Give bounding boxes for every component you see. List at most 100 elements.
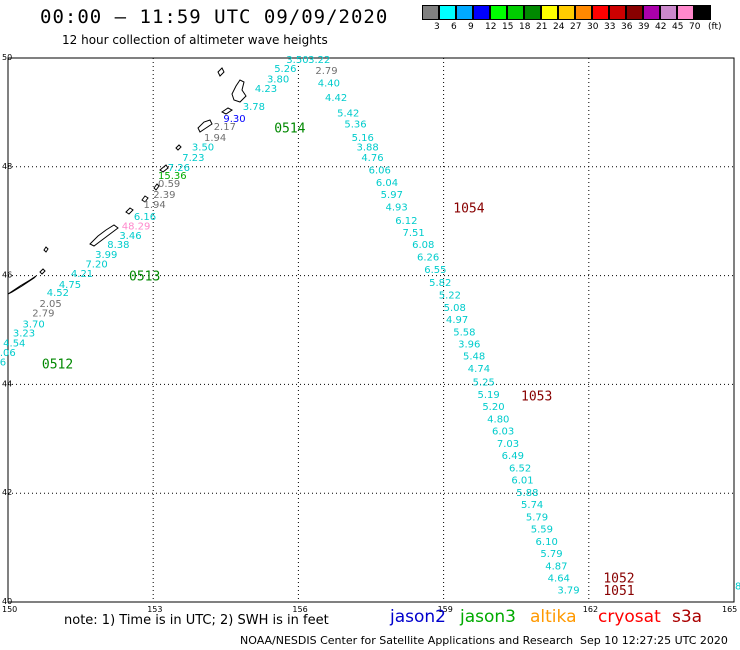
- wave-height-value: 6.26: [417, 253, 439, 264]
- wave-height-value: 4.80: [487, 415, 509, 426]
- wave-height-value: 7.26: [168, 163, 190, 174]
- wave-height-value: 4.36: [0, 358, 6, 369]
- wave-height-value: 4.23: [255, 84, 277, 95]
- wave-height-value: 4.40: [318, 78, 340, 89]
- coastline: [7, 67, 247, 295]
- wave-height-value: 5.19: [477, 390, 499, 401]
- wave-height-value: 4.52: [47, 288, 69, 299]
- footnote: note: 1) Time is in UTC; 2) SWH is in fe…: [64, 613, 329, 628]
- wave-height-value: 5.59: [531, 525, 553, 536]
- legend-tick-label: 6: [451, 22, 457, 32]
- legend-tick-label: 9: [468, 22, 474, 32]
- wave-height-value: 5.26: [274, 64, 296, 75]
- credit-line: NOAA/NESDIS Center for Satellite Applica…: [240, 634, 574, 647]
- wave-height-value: 3.50: [192, 143, 214, 154]
- wave-height-value: 0.59: [158, 179, 180, 190]
- lon-tick-label: 153: [147, 605, 162, 614]
- wave-height-value: 3.50: [286, 55, 308, 66]
- wave-height-value: 3.23: [13, 329, 35, 340]
- wave-height-value: 7.03: [497, 439, 519, 450]
- wave-height-value: 5.74: [521, 500, 543, 511]
- lon-tick-label: 165: [722, 605, 737, 614]
- legend-swatch: [592, 5, 609, 20]
- legend-tick-label: 15: [502, 22, 514, 32]
- satellite-jason3-label: jason3: [460, 607, 516, 627]
- pass-time-label: 1054: [453, 202, 484, 217]
- wave-height-value: 3.96: [458, 340, 480, 351]
- wave-height-value: 2.05: [39, 299, 61, 310]
- wave-height-value: 5.58: [453, 328, 475, 339]
- legend-tick-label: 27: [570, 22, 582, 32]
- wave-height-value: 1.94: [204, 133, 226, 144]
- legend-swatch: [643, 5, 660, 20]
- pass-time-label: 0514: [274, 122, 305, 137]
- lon-tick-label: 162: [583, 605, 598, 614]
- wave-height-value: 6.08: [412, 240, 434, 251]
- legend-swatch: [507, 5, 524, 20]
- wave-height-value: 4.93: [386, 203, 408, 214]
- wave-height-value: 6.10: [536, 537, 558, 548]
- legend-swatch: [575, 5, 592, 20]
- legend-tick-label: 21: [536, 22, 548, 32]
- legend-tick-label: 30: [587, 22, 599, 32]
- wave-height-value: 6.52: [509, 464, 531, 475]
- wave-height-value: 5.88: [516, 488, 538, 499]
- wave-height-value: 5.25: [473, 378, 495, 389]
- legend-swatch: [490, 5, 507, 20]
- wave-height-value: 6.03: [492, 427, 514, 438]
- pass-time-label: 0513: [129, 270, 160, 285]
- wave-height-value: 5.79: [540, 549, 562, 560]
- legend-swatch: [541, 5, 558, 20]
- wave-height-value: 5.20: [482, 402, 504, 413]
- lat-tick-label: 42: [2, 488, 12, 497]
- wave-height-value: 4.75: [59, 280, 81, 291]
- satellite-s3a-label: s3a: [672, 607, 703, 627]
- satellite-cryosat-label: cryosat: [598, 607, 661, 627]
- pass-time-label: 1051: [603, 584, 634, 599]
- legend-swatch: [439, 5, 456, 20]
- wave-height-value: 4.74: [468, 364, 490, 375]
- legend-tick-label: 36: [621, 22, 633, 32]
- satellite-altika-label: altika: [530, 607, 577, 627]
- pass-time-label: 0512: [42, 358, 73, 373]
- legend-swatch: [473, 5, 490, 20]
- wave-height-value: 4.42: [325, 93, 347, 104]
- legend-tick-label: 24: [553, 22, 565, 32]
- wave-height-value: 5.82: [429, 278, 451, 289]
- map-subtitle: 12 hour collection of altimeter wave hei…: [62, 33, 328, 47]
- pass-time-label: 1053: [521, 389, 552, 404]
- pass-time-label: 1052: [603, 572, 634, 587]
- legend-tick-label: 70: [689, 22, 701, 32]
- legend-swatch: [456, 5, 473, 20]
- wave-height-value: 3.79: [557, 585, 579, 596]
- wave-height-value: 2.17: [214, 122, 236, 133]
- legend-tick-label: 45: [672, 22, 684, 32]
- legend-tick-label: 33: [604, 22, 616, 32]
- wave-height-value: 3.46: [119, 231, 141, 242]
- wave-height-value: 6.12: [395, 216, 417, 227]
- lat-tick-label: 46: [2, 271, 12, 280]
- wave-height-value: 4.97: [446, 315, 468, 326]
- wave-height-readings: 3.50 3.225.26 2.793.80 4.404.234.423.785.42…: [0, 55, 740, 596]
- wave-height-value: 3.78: [243, 102, 265, 113]
- lon-tick-label: 150: [2, 605, 17, 614]
- wave-height-value: 3.22: [308, 55, 330, 66]
- wave-height-value: 3.70: [23, 319, 45, 330]
- lat-tick-label: 48: [2, 162, 12, 171]
- lat-tick-label: 40: [2, 597, 12, 606]
- wave-height-value: 8.38: [107, 240, 129, 251]
- wave-height-value: 4.87: [545, 562, 567, 573]
- wave-height-value: 5.42: [337, 108, 359, 119]
- legend-swatch: [694, 5, 711, 20]
- wave-height-value: 3.99: [95, 250, 117, 261]
- wave-height-value: 4.76: [361, 153, 383, 164]
- wave-height-value: 2.79: [315, 66, 337, 77]
- color-legend: [422, 5, 711, 20]
- wave-height-value: 6.04: [376, 178, 398, 189]
- wave-height-value: 3.80: [267, 75, 289, 86]
- wave-height-value: 2.39: [153, 190, 175, 201]
- map-frame: [7, 57, 735, 603]
